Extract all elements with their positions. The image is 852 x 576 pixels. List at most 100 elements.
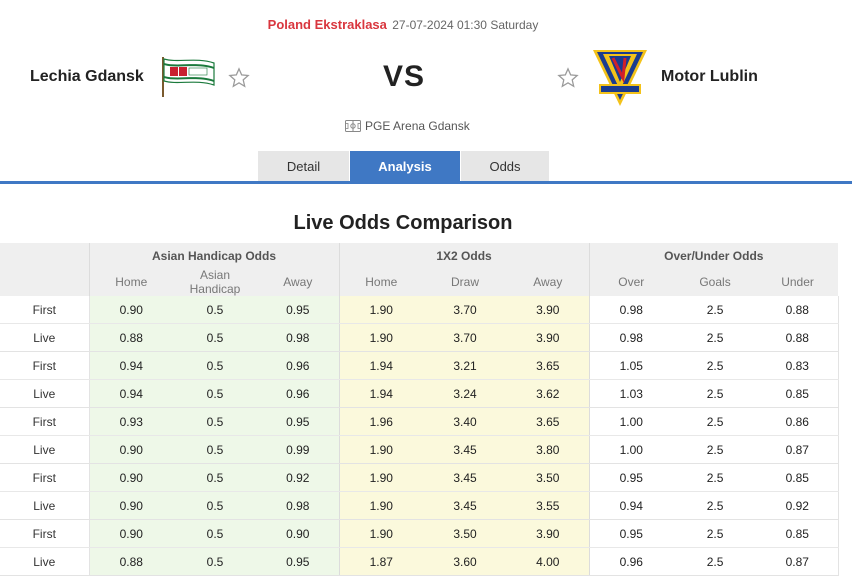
- odds-cell-ah-line: 0.5: [173, 296, 257, 324]
- match-tabs: Detail Analysis Odds: [258, 151, 550, 182]
- odds-cell-x12-draw: 3.24: [423, 379, 508, 408]
- league-name[interactable]: Poland Ekstraklasa: [267, 17, 387, 32]
- odds-cell-x12-home: 1.94: [338, 351, 424, 380]
- odds-cell-ou-goals: 2.5: [673, 547, 758, 576]
- subheader-1x2-away: Away: [507, 268, 590, 296]
- odds-cell-ou-under: 0.88: [757, 296, 839, 324]
- odds-cell-ou-goals: 2.5: [673, 323, 758, 352]
- subheader-1x2-home: Home: [338, 268, 424, 296]
- odds-cell-x12-home: 1.90: [338, 519, 424, 548]
- odds-row[interactable]: Live 0.88 0.5 0.98 1.90 3.70 3.90 0.98 2.5 0.88: [0, 323, 839, 352]
- odds-cell-x12-home: 1.90: [338, 463, 424, 492]
- odds-cell-ou-under: 0.85: [757, 463, 839, 492]
- stadium-icon: [345, 120, 361, 132]
- match-info-line: Poland Ekstraklasa 27-07-2024 01:30 Satu…: [0, 17, 806, 32]
- odds-cell-ah-line: 0.5: [173, 351, 257, 380]
- odds-row-label: First: [0, 463, 90, 492]
- odds-cell-ou-over: 0.95: [588, 519, 674, 548]
- odds-cell-x12-away: 3.80: [507, 435, 590, 464]
- odds-row[interactable]: First 0.90 0.5 0.92 1.90 3.45 3.50 0.95 2.5 0.85: [0, 463, 839, 492]
- odds-cell-x12-away: 4.00: [507, 547, 590, 576]
- odds-cell-ah-home: 0.93: [89, 407, 173, 436]
- odds-row-label: First: [0, 351, 90, 380]
- odds-cell-ah-home: 0.90: [89, 435, 173, 464]
- subheader-ah-home: Home: [89, 268, 173, 296]
- section-title: Live Odds Comparison: [293, 212, 513, 234]
- odds-cell-ou-goals: 2.5: [673, 407, 758, 436]
- odds-row[interactable]: Live 0.90 0.5 0.98 1.90 3.45 3.55 0.94 2.5 0.92: [0, 491, 839, 520]
- odds-cell-ou-goals: 2.5: [673, 379, 758, 408]
- venue-info: PGE Arena Gdansk: [345, 119, 470, 133]
- subheader-1x2-draw: Draw: [423, 268, 508, 296]
- odds-row[interactable]: First 0.90 0.5 0.90 1.90 3.50 3.90 0.95 2.5 0.85: [0, 519, 839, 548]
- odds-cell-ou-goals: 2.5: [673, 491, 758, 520]
- odds-row-label: Live: [0, 491, 90, 520]
- odds-cell-ah-home: 0.88: [89, 323, 173, 352]
- odds-cell-ah-line: 0.5: [173, 519, 257, 548]
- odds-cell-ou-over: 0.98: [588, 296, 674, 324]
- odds-row-label: First: [0, 519, 90, 548]
- tab-detail[interactable]: Detail: [258, 151, 350, 182]
- subheader-ou-goals: Goals: [673, 268, 758, 296]
- odds-cell-ah-away: 0.96: [257, 351, 340, 380]
- odds-comparison-table: Asian Handicap Odds 1X2 Odds Over/Under …: [0, 243, 839, 576]
- odds-cell-x12-away: 3.65: [507, 351, 590, 380]
- home-team-name[interactable]: Lechia Gdansk: [30, 68, 144, 85]
- odds-cell-ah-away: 0.95: [257, 407, 340, 436]
- odds-cell-ou-under: 0.88: [757, 323, 839, 352]
- subheader-ah-away: Away: [257, 268, 340, 296]
- tab-underline: [0, 181, 852, 184]
- odds-cell-ah-away: 0.98: [257, 323, 340, 352]
- odds-cell-x12-home: 1.90: [338, 323, 424, 352]
- favorite-away-star-icon[interactable]: [557, 67, 579, 89]
- odds-cell-x12-draw: 3.50: [423, 519, 508, 548]
- odds-row-label: Live: [0, 379, 90, 408]
- odds-cell-ou-under: 0.87: [757, 435, 839, 464]
- odds-cell-ah-line: 0.5: [173, 323, 257, 352]
- odds-cell-x12-draw: 3.45: [423, 463, 508, 492]
- odds-cell-ou-under: 0.86: [757, 407, 839, 436]
- versus-label: VS: [383, 60, 426, 93]
- odds-cell-x12-away: 3.90: [507, 296, 590, 324]
- odds-cell-ah-line: 0.5: [173, 491, 257, 520]
- odds-cell-ou-over: 1.00: [588, 407, 674, 436]
- odds-cell-x12-home: 1.87: [338, 547, 424, 576]
- odds-cell-ah-home: 0.94: [89, 379, 173, 408]
- table-group-header: Asian Handicap Odds 1X2 Odds Over/Under …: [0, 243, 839, 296]
- odds-cell-ou-over: 0.96: [588, 547, 674, 576]
- odds-table-body: First 0.90 0.5 0.95 1.90 3.70 3.90 0.98 2.5 0.88 L…: [0, 296, 839, 576]
- odds-cell-ah-away: 0.99: [257, 435, 340, 464]
- odds-row[interactable]: Live 0.90 0.5 0.99 1.90 3.45 3.80 1.00 2.5 0.87: [0, 435, 839, 464]
- odds-cell-ah-home: 0.90: [89, 519, 173, 548]
- odds-cell-ou-under: 0.85: [757, 379, 839, 408]
- tab-odds[interactable]: Odds: [461, 151, 550, 182]
- odds-row[interactable]: Live 0.88 0.5 0.95 1.87 3.60 4.00 0.96 2.5 0.87: [0, 547, 839, 576]
- odds-row[interactable]: First 0.94 0.5 0.96 1.94 3.21 3.65 1.05 2.5 0.83: [0, 351, 839, 380]
- odds-cell-ah-line: 0.5: [173, 547, 257, 576]
- odds-cell-ou-under: 0.87: [757, 547, 839, 576]
- odds-cell-x12-home: 1.90: [338, 435, 424, 464]
- odds-cell-ah-away: 0.95: [257, 296, 340, 324]
- group-over-under: Over/Under Odds: [588, 243, 839, 268]
- odds-row-label: First: [0, 407, 90, 436]
- odds-cell-ah-home: 0.90: [89, 491, 173, 520]
- odds-cell-ou-under: 0.85: [757, 519, 839, 548]
- odds-cell-ah-line: 0.5: [173, 463, 257, 492]
- odds-row[interactable]: First 0.90 0.5 0.95 1.90 3.70 3.90 0.98 2.5 0.88: [0, 296, 839, 324]
- odds-cell-ah-home: 0.90: [89, 463, 173, 492]
- odds-row[interactable]: Live 0.94 0.5 0.96 1.94 3.24 3.62 1.03 2.5 0.85: [0, 379, 839, 408]
- odds-cell-ah-away: 0.90: [257, 519, 340, 548]
- odds-cell-x12-away: 3.55: [507, 491, 590, 520]
- odds-cell-x12-home: 1.94: [338, 379, 424, 408]
- odds-cell-ou-over: 1.03: [588, 379, 674, 408]
- subheader-ah-line: Asian Handicap: [173, 268, 257, 296]
- odds-cell-ou-goals: 2.5: [673, 351, 758, 380]
- away-team-name[interactable]: Motor Lublin: [661, 68, 758, 85]
- odds-row[interactable]: First 0.93 0.5 0.95 1.96 3.40 3.65 1.00 2.5 0.86: [0, 407, 839, 436]
- odds-cell-x12-home: 1.90: [338, 491, 424, 520]
- odds-cell-x12-away: 3.90: [507, 519, 590, 548]
- favorite-home-star-icon[interactable]: [228, 67, 250, 89]
- tab-analysis[interactable]: Analysis: [350, 151, 461, 182]
- odds-row-label: Live: [0, 547, 90, 576]
- odds-cell-x12-away: 3.90: [507, 323, 590, 352]
